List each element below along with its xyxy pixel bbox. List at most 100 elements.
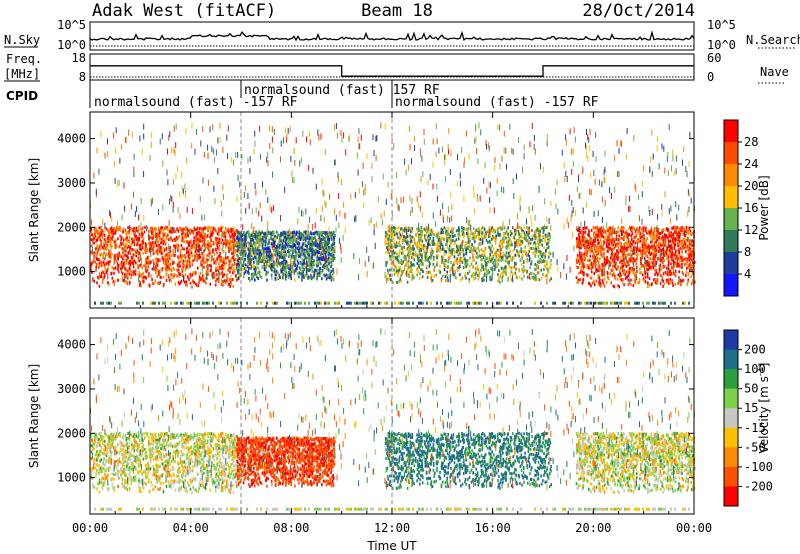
- power-cell: [157, 281, 159, 285]
- power-cell: [235, 263, 238, 267]
- power-cell: [646, 237, 649, 240]
- power-cell: [115, 254, 118, 257]
- noise-sky-label: N.Sky: [4, 33, 40, 47]
- power-cell: [132, 227, 135, 230]
- power-cell: [275, 273, 277, 277]
- power-cell: [297, 231, 299, 235]
- power-cell: [201, 244, 204, 248]
- power-cell: [589, 276, 592, 280]
- power-cell: [266, 255, 269, 259]
- power-cell: [223, 242, 225, 246]
- power-cell: [444, 275, 447, 279]
- power-cell: [233, 232, 236, 236]
- power-cell: [653, 268, 656, 272]
- power-cell: [248, 234, 250, 238]
- power-cell: [650, 265, 653, 269]
- power-cell: [432, 255, 435, 259]
- power-cell: [502, 245, 504, 249]
- power-cell: [191, 229, 193, 233]
- power-cell: [328, 238, 330, 242]
- power-cell: [176, 237, 179, 241]
- power-cell: [108, 237, 110, 241]
- power-cell: [311, 250, 313, 254]
- power-cell: [206, 226, 208, 230]
- power-cell: [254, 251, 256, 255]
- power-cell: [315, 239, 317, 243]
- power-cell: [287, 244, 289, 248]
- power-cell: [605, 258, 608, 262]
- power-cell: [331, 244, 333, 248]
- power-cell: [389, 233, 391, 237]
- power-cell: [626, 247, 629, 251]
- power-cell: [528, 236, 530, 240]
- power-cell: [248, 277, 250, 280]
- power-cell: [581, 253, 584, 257]
- power-cell: [412, 255, 414, 259]
- power-cell: [238, 232, 241, 236]
- power-cell: [485, 234, 487, 238]
- power-cell: [485, 263, 488, 267]
- power-cell: [494, 267, 496, 271]
- power-cell: [266, 278, 268, 282]
- power-cell: [327, 245, 330, 249]
- power-cell: [418, 263, 420, 267]
- power-cell: [271, 254, 273, 258]
- power-cell: [285, 237, 288, 241]
- power-cell: [142, 271, 145, 275]
- power-cell: [196, 237, 199, 241]
- power-cell: [173, 274, 175, 278]
- power-cell: [480, 263, 483, 267]
- power-cell: [162, 235, 165, 239]
- power-cell: [324, 264, 327, 268]
- power-cell: [223, 233, 226, 237]
- power-cell: [277, 260, 280, 264]
- power-cell: [170, 237, 172, 241]
- power-cell: [98, 262, 100, 266]
- power-cell: [182, 239, 185, 243]
- power-cell: [437, 231, 440, 235]
- power-cell: [410, 239, 413, 243]
- power-cell: [486, 270, 488, 273]
- power-cell: [473, 240, 476, 244]
- power-cell: [302, 273, 304, 277]
- power-cell: [692, 241, 694, 245]
- power-cell: [208, 226, 211, 230]
- power-cell: [392, 230, 395, 233]
- power-cell: [129, 246, 132, 250]
- power-cell: [617, 250, 620, 254]
- power-cell: [217, 230, 220, 234]
- power-cell: [646, 260, 649, 263]
- power-cell: [100, 271, 103, 275]
- power-cell: [234, 249, 237, 253]
- power-cell: [546, 274, 548, 278]
- power-cell: [103, 251, 105, 255]
- power-cell: [236, 229, 238, 233]
- power-cell: [287, 264, 289, 268]
- power-cell: [214, 283, 217, 287]
- power-cell: [476, 268, 478, 272]
- power-cell: [187, 250, 190, 254]
- power-cell: [243, 259, 246, 263]
- power-cell: [535, 247, 537, 251]
- power-cell: [540, 260, 542, 264]
- power-cell: [467, 240, 470, 244]
- power-cell: [223, 260, 225, 264]
- power-cell: [291, 256, 294, 260]
- power-cell: [250, 244, 252, 248]
- power-cell: [95, 265, 97, 269]
- power-cell: [470, 246, 473, 250]
- power-cell: [122, 242, 124, 245]
- power-cell: [295, 239, 298, 243]
- power-cell: [667, 267, 670, 271]
- power-cell: [321, 233, 323, 236]
- power-cell: [477, 233, 479, 237]
- power-cell: [482, 268, 485, 271]
- power-cell: [659, 256, 661, 260]
- power-cell: [228, 231, 230, 235]
- power-cell: [179, 272, 182, 276]
- power-cell: [203, 249, 205, 253]
- power-cell: [197, 241, 199, 245]
- power-cell: [94, 230, 97, 234]
- power-cell: [481, 237, 483, 241]
- power-cell: [501, 238, 504, 242]
